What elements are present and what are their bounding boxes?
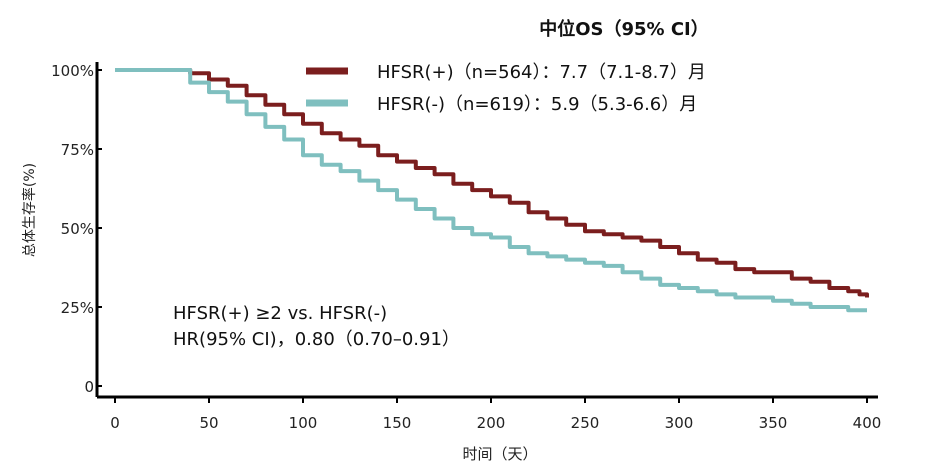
y-tick-label: 25% (61, 299, 94, 317)
x-tick-label: 0 (110, 414, 120, 432)
legend: 中位OS（95% CI） HFSR(+)（n=564）：7.7（7.1-8.7）月… (306, 18, 709, 115)
x-tick-label: 50 (199, 414, 218, 432)
x-tick-label: 150 (383, 414, 412, 432)
legend-label: HFSR(-)（n=619）：5.9（5.3-6.6）月 (377, 94, 697, 115)
x-tick-label: 100 (289, 414, 318, 432)
x-tick-label: 300 (665, 414, 694, 432)
x-tick-label: 350 (759, 414, 788, 432)
y-tick-label: 0 (84, 378, 94, 396)
legend-title: 中位OS（95% CI） (539, 18, 709, 40)
y-tick-label: 100% (51, 62, 94, 80)
x-tick-label: 250 (571, 414, 600, 432)
series-line-hfsr-negative (115, 68, 867, 313)
x-tick-label: 400 (853, 414, 882, 432)
hr-annotation: HFSR(+) ≥2 vs. HFSR(-) (173, 303, 387, 324)
legend-label: HFSR(+)（n=564）：7.7（7.1-8.7）月 (377, 62, 706, 83)
y-tick-label: 50% (61, 220, 94, 238)
x-axis-title: 时间（天） (462, 445, 537, 463)
hr-annotation: HR(95% CI)，0.80（0.70–0.91） (173, 329, 460, 350)
series-line-hfsr-positive (115, 68, 869, 298)
x-tick-label: 200 (477, 414, 506, 432)
y-tick-label: 75% (61, 141, 94, 159)
series-group (115, 68, 869, 313)
axes: 0 25% 50% 75% 100% 0 50 100 150 200 250 300 350 400 (51, 62, 881, 432)
chart-text: 时间（天） 总体生存率(%) HFSR(+) ≥2 vs. HFSR(-) HR(95… (21, 163, 538, 463)
y-axis-title: 总体生存率(%) (21, 163, 38, 257)
